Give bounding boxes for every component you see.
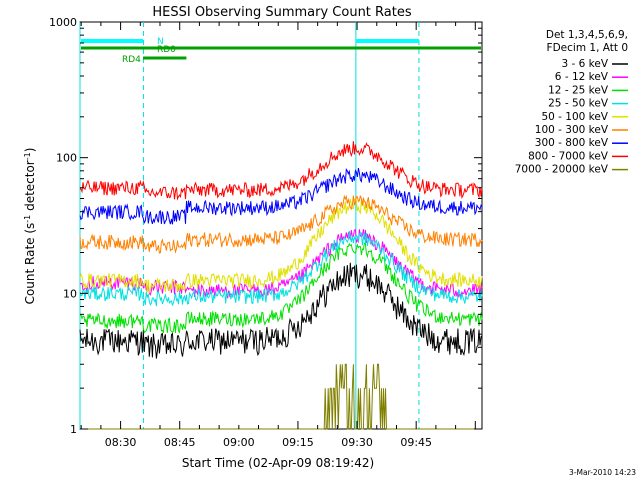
y-axis-label: Count Rate (s-1 detector-1): [23, 148, 38, 305]
y-tick-label: 10: [63, 287, 77, 300]
x-tick-label: 08:30: [105, 436, 137, 449]
legend: Det 1,3,4,5,6,9, FDecim 1, Att 0 3 - 6 k…: [515, 29, 628, 176]
series-50-100-kev: [79, 196, 483, 294]
vertical-markers: [79, 22, 420, 429]
legend-entry-label: 7000 - 20000 keV: [515, 164, 609, 176]
series-300-800-kev: [79, 167, 483, 225]
legend-entry-label: 25 - 50 keV: [548, 98, 609, 110]
x-axis-label: Start Time (02-Apr-09 08:19:42): [182, 456, 374, 470]
legend-header-line-1: Det 1,3,4,5,6,9,: [546, 29, 628, 41]
series-100-300-kev: [79, 194, 483, 254]
chart-title: HESSI Observing Summary Count Rates: [152, 5, 411, 20]
x-tick-label: 09:30: [341, 436, 373, 449]
flag-label-n: N: [157, 37, 164, 47]
x-tick-label: 09:15: [282, 436, 314, 449]
series-3-6-kev: [79, 262, 483, 359]
timestamp: 3-Mar-2010 14:23: [569, 468, 636, 477]
flag-label-rd0: RD0: [157, 45, 176, 55]
legend-entry-label: 100 - 300 keV: [535, 124, 609, 136]
legend-entry-label: 50 - 100 keV: [541, 111, 608, 123]
x-tick-label: 09:45: [400, 436, 432, 449]
y-tick-label: 1: [70, 423, 77, 436]
legend-entry-label: 12 - 25 keV: [548, 84, 609, 96]
y-tick-label: 100: [56, 152, 77, 165]
x-tick-label: 08:45: [164, 436, 196, 449]
x-tick-label: 09:00: [223, 436, 255, 449]
legend-entry-label: 300 - 800 keV: [535, 137, 609, 149]
y-tick-label: 1000: [49, 16, 77, 29]
legend-header-line-2: FDecim 1, Att 0: [547, 42, 628, 54]
legend-entry-label: 800 - 7000 keV: [528, 150, 609, 162]
series-25-50-kev: [79, 230, 483, 307]
legend-entry-label: 3 - 6 keV: [561, 58, 608, 70]
x-axis-ticks: 08:30 08:45 09:00 09:15 09:30 09:45: [80, 22, 476, 449]
series-12-25-kev: [79, 242, 483, 334]
series-lines: [79, 141, 483, 430]
series-7000-20000-kev: [80, 363, 482, 430]
series-800-7000-kev: [79, 141, 483, 201]
y-axis-ticks: 1 10 100 1000: [49, 16, 482, 436]
flag-label-rd4: RD4: [122, 55, 141, 65]
legend-entry-label: 6 - 12 keV: [555, 71, 609, 83]
